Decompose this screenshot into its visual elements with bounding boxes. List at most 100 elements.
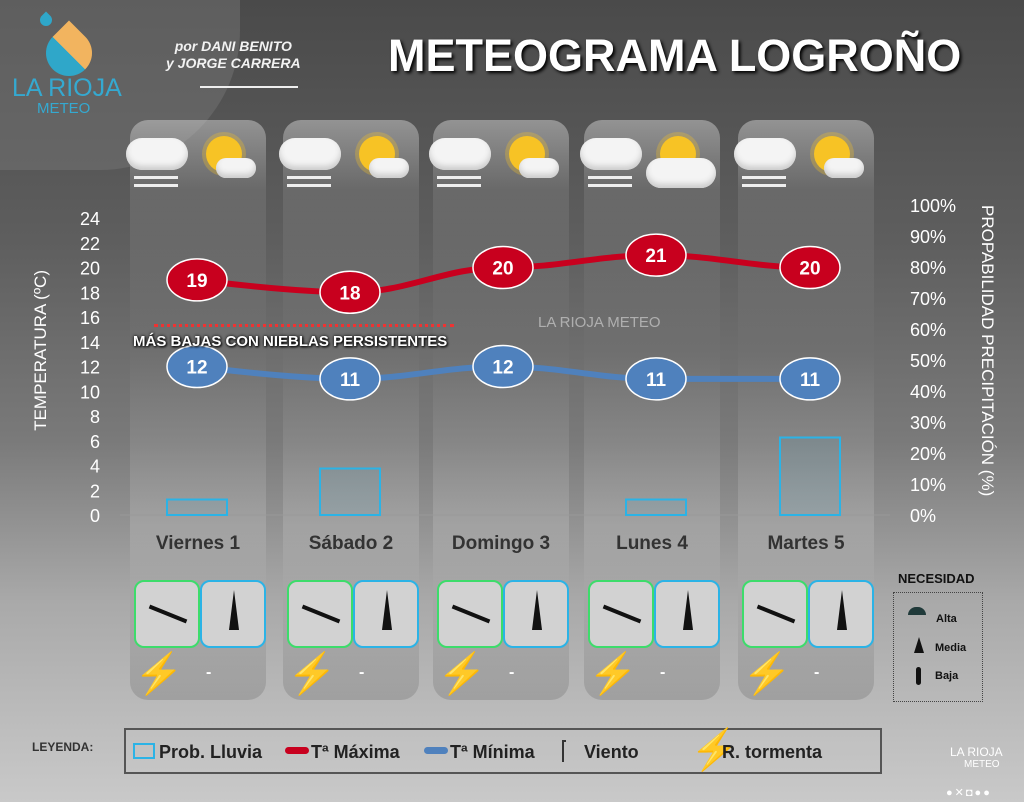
sky-icons — [275, 120, 425, 190]
tmin-point — [779, 357, 841, 401]
tmax-point — [779, 245, 841, 290]
sun-cloud-rain-icon — [734, 138, 796, 170]
sun-cloud-icon — [216, 158, 256, 178]
legend-item-rain: Prob. Lluvia — [159, 742, 263, 762]
umbrella-media-icon — [532, 590, 542, 630]
wind-icon — [562, 740, 566, 762]
footer-logo-subtext: METEO — [964, 759, 1000, 770]
necesidad-title: NECESIDAD — [898, 571, 975, 586]
umbrella-media-icon — [683, 590, 693, 630]
facebook-icon[interactable]: ● — [946, 787, 955, 799]
byline: por DANI BENITO y JORGE CARRERA — [166, 38, 301, 72]
lightning-icon: ⚡ — [588, 652, 638, 696]
y2-tick-label: 20% — [910, 444, 946, 464]
necesidad-alta: Alta — [936, 613, 957, 625]
tmin-point — [625, 357, 687, 401]
y-tick-label: 2 — [90, 481, 100, 501]
rain-box-icon — [133, 743, 155, 759]
y2-tick-label: 80% — [910, 258, 946, 278]
umbrella-box — [200, 580, 266, 648]
umbrella-box — [654, 580, 720, 648]
tmax-line-icon — [285, 747, 309, 754]
y-tick-label: 14 — [80, 333, 100, 353]
tmin-point — [319, 357, 381, 401]
watermark: LA RIOJA METEO — [538, 314, 661, 331]
fog-cloud-icon — [279, 138, 341, 170]
tmin-label: 11 — [340, 370, 361, 391]
umbrella-box — [808, 580, 874, 648]
umbrella-box — [503, 580, 569, 648]
y2-tick-label: 60% — [910, 320, 946, 340]
y-axis-label: TEMPERATURA (ºC) — [31, 270, 50, 431]
tmin-point — [472, 344, 534, 389]
lightning-icon: ⚡ — [437, 652, 487, 696]
day-name: Sábado 2 — [308, 533, 394, 554]
footer-logo-text: LA RIOJA — [950, 745, 1003, 759]
fog-cloud-icon — [429, 138, 491, 170]
sun-behind-clouds-icon — [369, 158, 409, 178]
y2-tick-label: 70% — [910, 289, 946, 309]
wind-box — [437, 580, 503, 648]
necesidad-baja: Baja — [935, 670, 959, 682]
storm-text: - — [660, 664, 666, 681]
whatsapp-icon[interactable]: ● — [983, 787, 992, 799]
sky-icons — [122, 120, 272, 190]
legend-item-wind: Viento — [584, 742, 639, 762]
tmax-point — [472, 245, 534, 290]
wind-box — [588, 580, 654, 648]
tmax-label: 20 — [799, 259, 820, 280]
legend — [124, 728, 882, 774]
umbrella-media-icon — [229, 590, 239, 630]
rain-bar — [625, 498, 687, 516]
y2-tick-label: 100% — [910, 196, 956, 216]
tmax-point — [166, 258, 228, 302]
tmax-label: 20 — [492, 259, 513, 280]
fog-cloud-icon — [126, 138, 188, 170]
y2-tick-label: 10% — [910, 475, 946, 495]
footer-logo: LA RIOJA METEO — [950, 745, 1003, 770]
page-title: METEOGRAMA LOGROÑO — [388, 30, 962, 81]
umbrella-half-icon — [914, 637, 924, 653]
day-name: Domingo 3 — [451, 533, 551, 554]
umbrella-box — [353, 580, 419, 648]
logo-text: LA RIOJA — [12, 74, 122, 102]
legend-item-tmin: Tª Mínima — [450, 742, 535, 762]
umbrella-closed-icon — [916, 667, 921, 685]
y2-tick-label: 0% — [910, 506, 936, 526]
storm-text: - — [509, 664, 515, 681]
byline-1: por DANI BENITO — [174, 38, 292, 54]
sky-icons — [425, 120, 575, 190]
tmin-label: 11 — [646, 370, 667, 391]
social-icons[interactable]: ●✕◘●● — [946, 786, 992, 799]
tmax-point — [625, 233, 687, 277]
umbrella-open-icon — [908, 607, 926, 615]
instagram-icon[interactable]: ◘ — [965, 787, 975, 799]
legend-item-storm: R. tormenta — [722, 742, 823, 762]
logo-subtext: METEO — [37, 100, 91, 117]
y-tick-label: 4 — [90, 457, 100, 477]
signature — [200, 86, 298, 88]
y-tick-label: 10 — [80, 382, 100, 402]
telegram-icon[interactable]: ● — [974, 787, 984, 799]
annotation-line — [154, 324, 454, 327]
cloud-icon — [646, 158, 716, 188]
y-tick-label: 18 — [80, 283, 100, 303]
x-icon[interactable]: ✕ — [954, 787, 966, 799]
sun-cloud-icon — [824, 158, 864, 178]
rain-bar — [779, 436, 841, 516]
tmin-label: 12 — [186, 358, 207, 379]
legend-item-tmax: Tª Máxima — [311, 742, 400, 762]
y2-tick-label: 90% — [910, 227, 946, 247]
y2-tick-label: 40% — [910, 382, 946, 402]
necesidad-media: Media — [935, 642, 967, 654]
umbrella-media-icon — [837, 590, 847, 630]
day-name: Martes 5 — [767, 533, 845, 554]
y-tick-label: 22 — [80, 234, 100, 254]
lightning-icon: ⚡ — [742, 652, 792, 696]
necesidad-legend: Alta Media Baja — [893, 592, 983, 702]
wind-box — [134, 580, 200, 648]
y2-tick-label: 50% — [910, 351, 946, 371]
tmax-label: 21 — [645, 246, 667, 267]
tmin-point — [166, 344, 228, 389]
